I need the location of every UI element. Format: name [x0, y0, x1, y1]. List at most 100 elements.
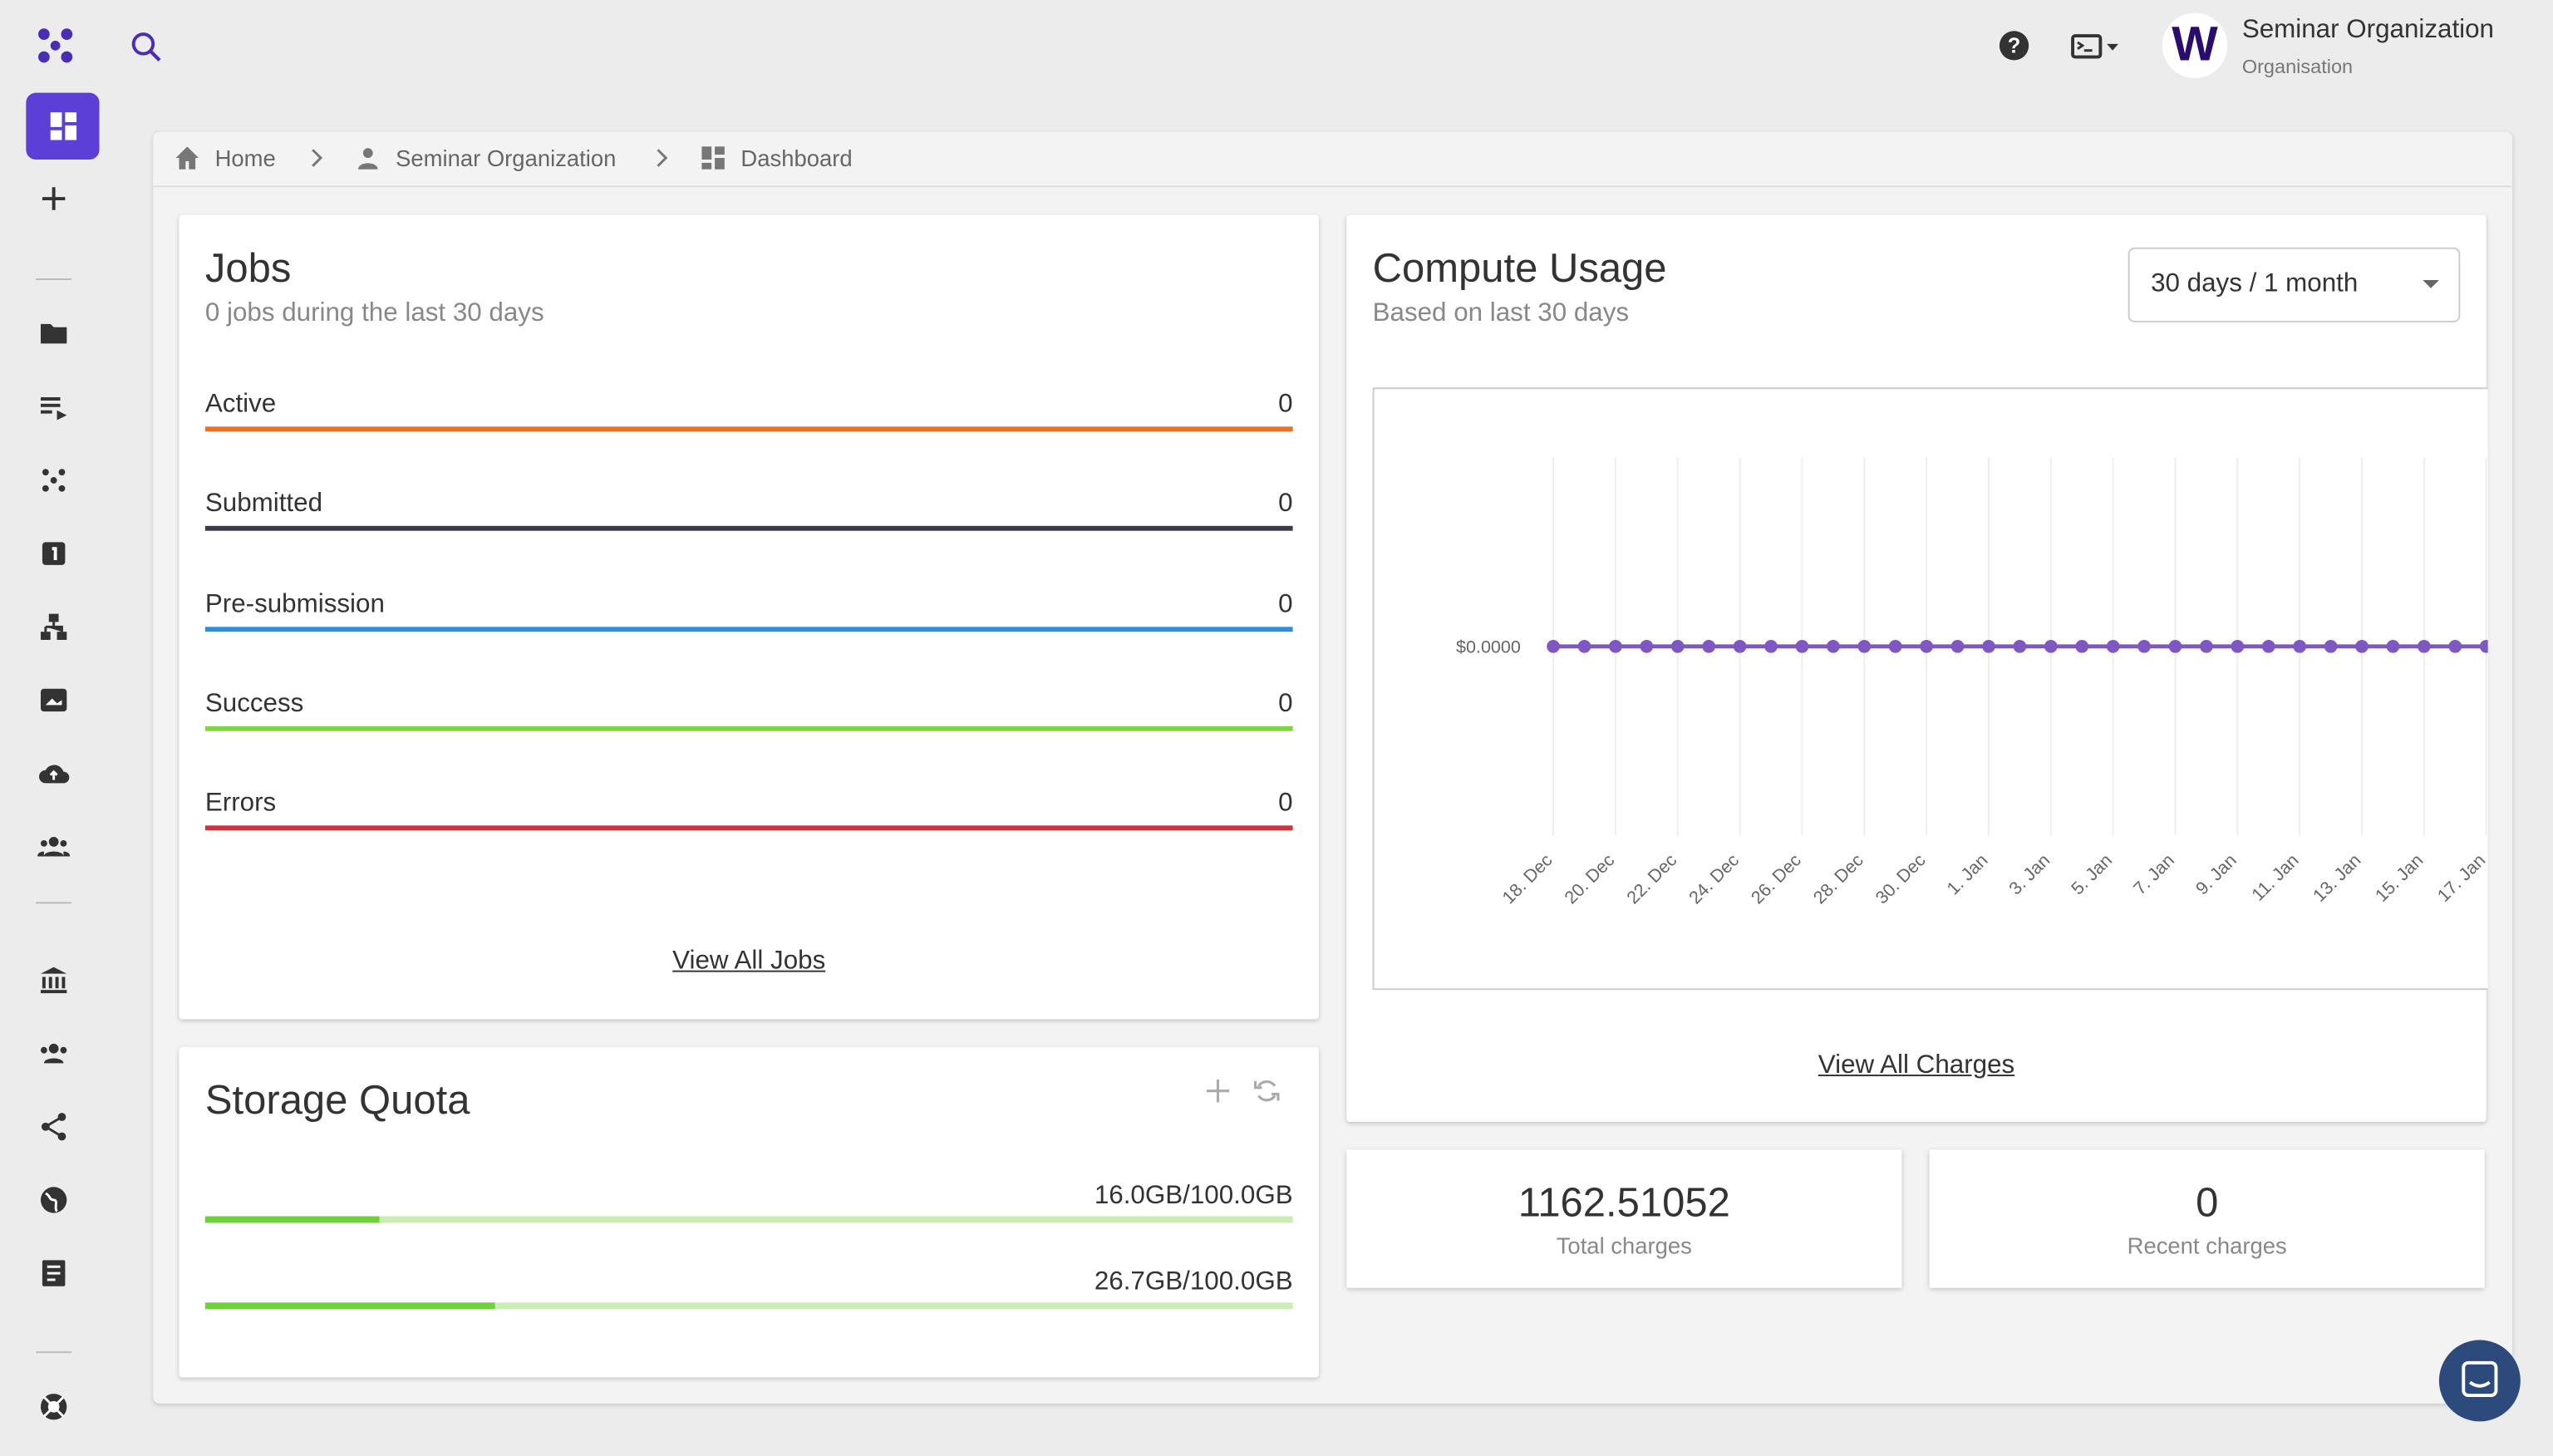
data-point	[2075, 639, 2089, 653]
data-point	[2261, 639, 2275, 653]
view-all-charges[interactable]: View All Charges	[1818, 1051, 2015, 1080]
workflows-button[interactable]	[37, 538, 70, 570]
grants-button[interactable]	[37, 964, 70, 996]
files-button[interactable]	[37, 317, 70, 350]
chevron	[657, 149, 668, 167]
job-bar	[204, 526, 1293, 532]
refresh-button[interactable]	[1251, 1075, 1283, 1107]
x-tick-label: 3. Jan	[2005, 849, 2054, 898]
compute-chart: 18. Dec 20. Dec 22. Dec 24. Dec 26. Dec 28. D…	[1372, 387, 2488, 991]
range-value: 30 days / 1 month	[2151, 270, 2359, 298]
x-tick-label: 20. Dec	[1560, 849, 1618, 908]
x-tick-label: 18. Dec	[1498, 849, 1556, 908]
data-point	[2355, 639, 2369, 653]
chat-button[interactable]	[2438, 1340, 2521, 1422]
x-tick-label: 9. Jan	[2191, 849, 2241, 898]
search-button[interactable]	[129, 29, 165, 65]
card-subtitle: Based on last 30 days	[1372, 299, 1630, 327]
x-tick-label: 7. Jan	[2129, 849, 2178, 898]
groups-button[interactable]	[37, 830, 71, 863]
tree-button[interactable]	[37, 611, 70, 643]
data-point	[1920, 639, 1933, 653]
x-tick-label: 13. Jan	[2309, 849, 2365, 906]
data-point	[2479, 639, 2488, 653]
terminal-button[interactable]	[2069, 29, 2125, 61]
card-subtitle: 0 jobs during the last 30 days	[204, 299, 544, 327]
data-point	[1640, 639, 1654, 653]
storage-card	[179, 1046, 1319, 1378]
x-tick-label: 5. Jan	[2067, 849, 2116, 898]
data-point	[2106, 639, 2120, 653]
data-point	[1982, 639, 1995, 653]
job-label: Errors	[204, 789, 277, 818]
data-point	[2293, 639, 2307, 653]
dashboard-button[interactable]	[26, 92, 100, 160]
breadcrumb-link[interactable]: Home	[214, 145, 276, 171]
data-point	[2137, 639, 2151, 653]
data-point	[1795, 639, 1809, 653]
quota-used	[204, 1216, 380, 1223]
divider	[36, 278, 72, 280]
job-label: Success	[204, 690, 304, 718]
x-tick-label: 26. Dec	[1747, 849, 1805, 908]
data-point	[1764, 639, 1778, 653]
job-count: 0	[1278, 690, 1293, 718]
data-point	[1670, 639, 1685, 653]
org-name: Seminar Organization	[2241, 16, 2495, 44]
apps-button[interactable]	[37, 464, 70, 496]
job-count: 0	[1278, 391, 1293, 419]
job-count: 0	[1278, 590, 1293, 618]
breadcrumb-link[interactable]: Seminar Organization	[396, 145, 617, 171]
share-button[interactable]	[37, 1110, 70, 1143]
images-button[interactable]	[37, 684, 70, 716]
data-point	[2418, 639, 2431, 653]
data-point	[1733, 639, 1747, 653]
card-title: Storage Quota	[204, 1077, 470, 1124]
view-all-jobs[interactable]: View All Jobs	[672, 947, 826, 976]
dashboard-icon	[701, 146, 725, 170]
public-button[interactable]	[37, 1183, 70, 1216]
data-point	[2044, 639, 2058, 653]
x-tick-label: 1. Jan	[1942, 849, 1991, 898]
org-icon	[358, 148, 378, 170]
org-avatar[interactable]: W	[2162, 12, 2228, 79]
job-count: 0	[1278, 789, 1293, 818]
data-point	[2231, 639, 2245, 653]
data-point	[1547, 639, 1560, 653]
data-point	[1609, 639, 1622, 653]
job-label: Active	[204, 391, 277, 419]
data-point	[2324, 639, 2338, 653]
breadcrumb-current: Dashboard	[740, 145, 853, 171]
new-button[interactable]	[37, 182, 70, 214]
card-title: Jobs	[204, 245, 292, 292]
jobs-card	[179, 214, 1319, 1020]
divider	[36, 1351, 72, 1354]
upload-button[interactable]	[37, 757, 70, 789]
data-point	[1577, 639, 1591, 653]
y-tick-label: $0.0000	[1456, 637, 1521, 657]
data-point	[1702, 639, 1716, 653]
range-select[interactable]: 30 days / 1 month	[2128, 247, 2461, 322]
card-title: Compute Usage	[1372, 245, 1667, 292]
data-point	[2200, 639, 2213, 653]
members-button[interactable]	[37, 1037, 70, 1070]
org-type: Organisation	[2241, 55, 2354, 79]
stat-card	[1346, 1149, 1902, 1288]
stat-card	[1929, 1149, 2485, 1288]
job-bar	[204, 825, 1293, 831]
divider	[36, 902, 72, 904]
news-button[interactable]	[37, 1257, 70, 1290]
stat-value: 0	[2196, 1180, 2219, 1227]
data-point	[1827, 639, 1840, 653]
runs-button[interactable]	[37, 391, 70, 423]
quota-track	[204, 1302, 1293, 1310]
logo[interactable]	[36, 26, 75, 65]
svg-text:?: ?	[2008, 35, 2021, 58]
job-label: Pre-submission	[204, 590, 385, 618]
add-quota-button[interactable]	[1202, 1075, 1234, 1107]
breadcrumb-divider	[153, 185, 2513, 188]
support-button[interactable]	[37, 1390, 70, 1423]
help-button[interactable]: ?	[1998, 29, 2030, 61]
